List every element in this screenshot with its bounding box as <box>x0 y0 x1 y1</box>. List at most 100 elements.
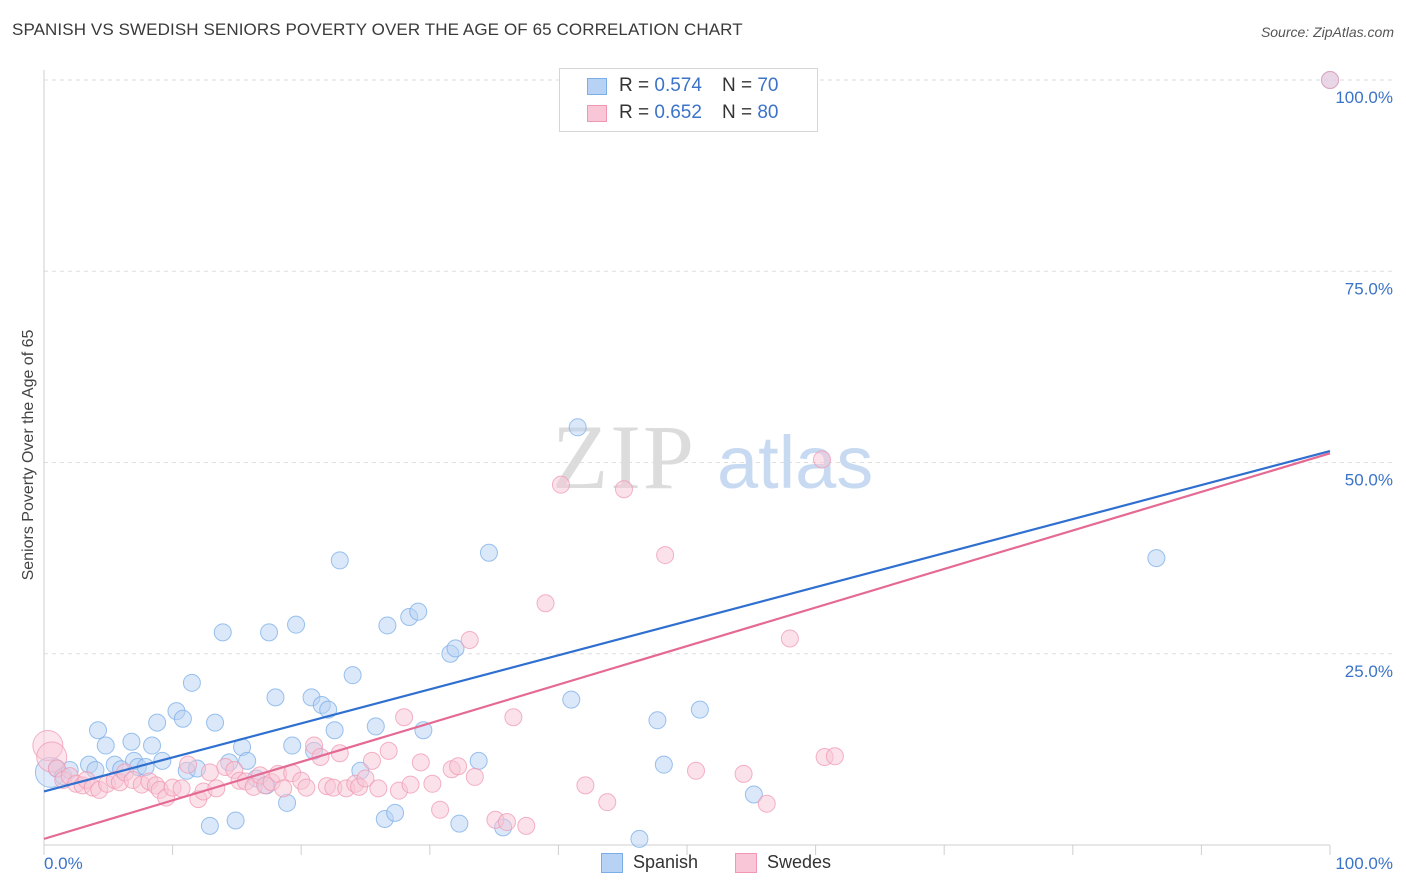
swedes-point <box>1321 71 1339 89</box>
y-axis-label: Seniors Poverty Over the Age of 65 <box>20 330 37 581</box>
swedes-point <box>379 741 398 760</box>
swedes-point <box>536 594 555 613</box>
swedes-point <box>423 774 442 793</box>
swedes-point <box>449 757 468 776</box>
swedes-point <box>356 769 375 788</box>
swedes-point <box>813 450 832 469</box>
swedes-trend-line <box>43 452 1331 840</box>
y-tick-label: 50.0% <box>1345 471 1393 490</box>
spanish-point <box>226 811 245 830</box>
swedes-point <box>465 767 484 786</box>
spanish-point <box>450 814 469 833</box>
y-tick-label: 100.0% <box>1335 88 1393 107</box>
swedes-swatch <box>587 104 607 122</box>
swedes-point <box>362 751 381 770</box>
source-label: Source: ZipAtlas.com <box>1260 24 1394 40</box>
swedes-point <box>330 744 349 763</box>
spanish-point <box>200 816 219 835</box>
legend-item-swedes: Swedes <box>735 852 831 873</box>
spanish-point <box>148 713 167 732</box>
swedes-point <box>825 747 844 766</box>
swedes-point <box>576 776 595 795</box>
spanish-legend-swatch <box>601 852 623 873</box>
spanish-point <box>173 709 192 728</box>
spanish-point <box>648 711 667 730</box>
spanish-point <box>446 639 465 658</box>
r-value: 0.574 <box>654 75 702 96</box>
spanish-point <box>260 623 279 642</box>
n-label: N = <box>721 102 753 123</box>
spanish-point <box>630 829 649 848</box>
swedes-point <box>401 775 420 794</box>
swedes-point <box>431 800 450 819</box>
r-label: R = <box>619 102 650 123</box>
spanish-point <box>287 615 306 634</box>
swedes-point <box>369 779 388 798</box>
spanish-point <box>568 418 587 437</box>
swedes-point <box>656 546 675 565</box>
legend-row-swedes: R = 0.652 N = 80 <box>560 100 778 126</box>
spanish-point <box>89 721 108 740</box>
axes <box>43 70 1331 855</box>
spanish-point <box>283 736 302 755</box>
spanish-point <box>238 751 257 770</box>
watermark-atlas: atlas <box>717 421 873 504</box>
spanish-point <box>325 721 344 740</box>
n-value: 70 <box>757 75 779 96</box>
n-label: N = <box>721 75 753 96</box>
spanish-swatch <box>587 77 607 95</box>
spanish-point <box>182 673 201 692</box>
swedes-point <box>598 793 617 812</box>
watermark: ZIP atlas <box>552 406 873 508</box>
legend-label-swedes: Swedes <box>767 852 832 872</box>
swedes-point <box>460 630 479 649</box>
spanish-point <box>366 717 385 736</box>
spanish-point <box>409 602 428 621</box>
swedes-point <box>780 629 799 648</box>
r-label: R = <box>619 75 650 96</box>
legend-row-spanish: R = 0.574 N = 70 <box>560 73 778 99</box>
swedes-point <box>297 778 316 797</box>
spanish-trend-line <box>43 449 1331 793</box>
spanish-point <box>562 690 581 709</box>
spanish-point <box>213 623 232 642</box>
spanish-point <box>122 732 141 751</box>
swedes-legend-swatch <box>735 852 757 873</box>
grid-lines <box>44 79 1396 655</box>
spanish-point <box>266 688 285 707</box>
swedes-point <box>497 813 516 832</box>
swedes-point <box>179 755 198 774</box>
chart-title: SPANISH VS SWEDISH SENIORS POVERTY OVER … <box>12 20 743 39</box>
y-tick-label: 25.0% <box>1345 662 1393 681</box>
swedes-point <box>172 779 191 798</box>
swedes-point <box>687 761 706 780</box>
swedes-point <box>200 763 219 782</box>
swedes-point <box>411 753 430 772</box>
y-tick-label: 75.0% <box>1345 279 1393 298</box>
spanish-point <box>479 543 498 562</box>
r-value: 0.652 <box>654 102 702 123</box>
spanish-point <box>206 713 225 732</box>
spanish-point <box>143 736 162 755</box>
legend-item-spanish: Spanish <box>601 852 698 873</box>
spanish-point <box>1147 549 1166 568</box>
swedes-point <box>207 779 226 798</box>
swedes-point <box>395 708 414 727</box>
spanish-point <box>690 700 709 719</box>
x-tick-label: 100.0% <box>1335 854 1393 873</box>
spanish-point <box>96 736 115 755</box>
swedes-point <box>757 794 776 813</box>
swedes-point <box>614 480 633 499</box>
spanish-point <box>319 700 338 719</box>
spanish-point <box>469 751 488 770</box>
swedes-point <box>551 475 570 494</box>
swedes-point <box>517 816 536 835</box>
spanish-point <box>330 551 349 570</box>
legend-label-spanish: Spanish <box>633 852 699 872</box>
n-value: 80 <box>757 102 779 123</box>
spanish-point <box>378 616 397 635</box>
spanish-point <box>386 803 405 822</box>
series-legend: Spanish Swedes <box>0 852 1406 876</box>
spanish-point <box>343 666 362 685</box>
